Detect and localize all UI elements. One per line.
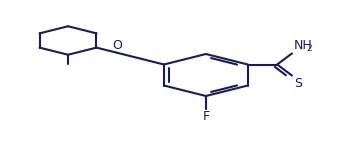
Text: NH: NH [294,39,312,52]
Text: F: F [202,110,209,123]
Text: 2: 2 [307,44,312,53]
Text: O: O [112,39,122,52]
Text: S: S [294,77,302,90]
